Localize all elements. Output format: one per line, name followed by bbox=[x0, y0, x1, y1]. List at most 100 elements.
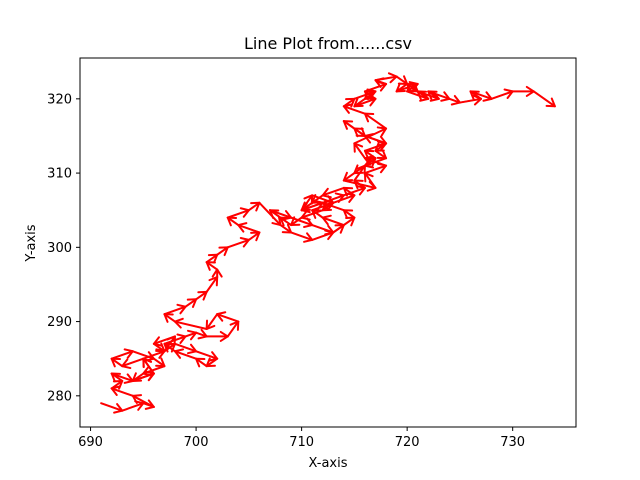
arrow-shaft bbox=[311, 201, 335, 212]
arrow-shaft bbox=[363, 90, 377, 100]
arrow-shaft bbox=[195, 350, 219, 360]
arrow-shaft bbox=[216, 313, 240, 323]
arrow-shaft bbox=[427, 90, 451, 100]
y-tick-label: 320 bbox=[47, 92, 72, 107]
arrow-shaft bbox=[142, 357, 155, 375]
arrow-shaft bbox=[448, 97, 461, 104]
arrow-shaft bbox=[184, 298, 198, 308]
arrow-shaft bbox=[342, 120, 366, 137]
arrow-shaft bbox=[226, 209, 250, 219]
arrow-shaft bbox=[205, 276, 219, 293]
arrow-shaft bbox=[363, 164, 388, 175]
arrow-shaft bbox=[142, 350, 166, 360]
arrow-shaft bbox=[332, 194, 356, 204]
arrow-shaft bbox=[184, 331, 198, 338]
arrow-shaft bbox=[163, 313, 176, 323]
arrow-shaft bbox=[110, 372, 134, 382]
arrow-shaft bbox=[268, 209, 293, 219]
arrow-shaft bbox=[226, 216, 240, 227]
arrow-shaft bbox=[363, 82, 388, 93]
arrow-shaft bbox=[110, 357, 124, 368]
arrow-shaft bbox=[353, 127, 388, 145]
arrow-shaft bbox=[395, 75, 409, 85]
x-tick-label: 690 bbox=[78, 435, 103, 450]
arrow-shaft bbox=[374, 149, 388, 160]
arrow-shaft bbox=[279, 224, 293, 234]
x-tick-label: 730 bbox=[500, 435, 525, 450]
arrow-shaft bbox=[321, 194, 345, 204]
arrow-shaft bbox=[131, 350, 155, 360]
arrow-shaft bbox=[173, 320, 208, 330]
arrow-shaft bbox=[342, 186, 356, 197]
y-tick-label: 280 bbox=[47, 389, 72, 404]
arrow-shaft bbox=[205, 253, 219, 264]
arrow-shaft bbox=[152, 342, 166, 353]
arrow-shaft bbox=[237, 224, 261, 234]
arrow-shaft bbox=[100, 402, 124, 412]
arrow-shaft bbox=[226, 238, 250, 249]
arrow-shaft bbox=[258, 201, 282, 227]
arrow-shaft bbox=[342, 186, 366, 197]
arrow-shaft bbox=[342, 209, 356, 219]
arrow-overlay bbox=[100, 72, 556, 414]
arrow-shaft bbox=[374, 142, 388, 152]
plot-frame bbox=[79, 57, 577, 428]
arrow-shaft bbox=[416, 90, 440, 100]
arrow-shaft bbox=[321, 186, 345, 197]
arrow-shaft bbox=[205, 313, 219, 330]
arrow-shaft bbox=[342, 179, 377, 189]
arrow-shaft bbox=[311, 209, 324, 219]
arrow-shaft bbox=[205, 261, 219, 271]
y-tick-label: 300 bbox=[47, 241, 72, 256]
arrow-shaft bbox=[363, 172, 377, 189]
x-axis-title: X-axis bbox=[309, 456, 348, 471]
arrow-shaft bbox=[469, 90, 493, 100]
arrow-shaft bbox=[121, 402, 145, 412]
arrow-shaft bbox=[163, 342, 176, 353]
arrow-shaft bbox=[353, 164, 366, 175]
arrow-shaft bbox=[374, 75, 398, 82]
arrow-shaft bbox=[321, 216, 345, 227]
arrow-shaft bbox=[363, 157, 388, 167]
arrow-shaft bbox=[300, 201, 324, 212]
arrow-shaft bbox=[226, 320, 240, 338]
arrow-shaft bbox=[152, 357, 166, 368]
arrow-shaft bbox=[195, 331, 208, 338]
arrow-shaft bbox=[152, 335, 176, 345]
arrow-shaft bbox=[342, 105, 366, 115]
arrow-shaft bbox=[490, 90, 514, 100]
arrow-shaft bbox=[290, 231, 314, 241]
arrow-shaft bbox=[121, 357, 145, 368]
arrow-head bbox=[545, 97, 556, 108]
arrow-shaft bbox=[458, 97, 483, 104]
x-tick-label: 700 bbox=[184, 435, 209, 450]
arrow-shaft bbox=[163, 305, 187, 316]
arrow-shaft bbox=[173, 342, 198, 353]
arrow-shaft bbox=[216, 246, 229, 256]
arrow-shaft bbox=[247, 201, 261, 212]
arrow-shaft bbox=[290, 216, 303, 227]
arrow-shaft bbox=[110, 350, 134, 360]
arrow-shaft bbox=[195, 357, 208, 368]
arrow-shaft bbox=[205, 357, 219, 368]
arrow-shaft bbox=[406, 90, 430, 100]
x-tick-label: 720 bbox=[395, 435, 420, 450]
arrow-shaft bbox=[163, 335, 187, 345]
arrow-shaft bbox=[247, 231, 261, 241]
arrow-shaft bbox=[363, 112, 388, 130]
arrow-shaft bbox=[532, 90, 556, 108]
y-tick-label: 290 bbox=[47, 315, 72, 330]
arrow-shaft bbox=[131, 372, 155, 382]
arrow-shaft bbox=[342, 97, 356, 108]
arrow-shaft bbox=[406, 82, 419, 93]
arrow-shaft bbox=[342, 172, 356, 182]
arrow-shaft bbox=[353, 97, 377, 108]
x-tick-label: 710 bbox=[289, 435, 314, 450]
arrow-shaft bbox=[173, 350, 198, 360]
arrow-shaft bbox=[131, 394, 155, 408]
arrow-shaft bbox=[332, 224, 345, 234]
y-axis-title: Y-axis bbox=[24, 224, 39, 262]
arrow-shaft bbox=[195, 290, 208, 301]
